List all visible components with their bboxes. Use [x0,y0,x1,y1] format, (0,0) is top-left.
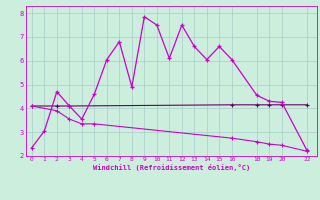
X-axis label: Windchill (Refroidissement éolien,°C): Windchill (Refroidissement éolien,°C) [92,164,250,171]
